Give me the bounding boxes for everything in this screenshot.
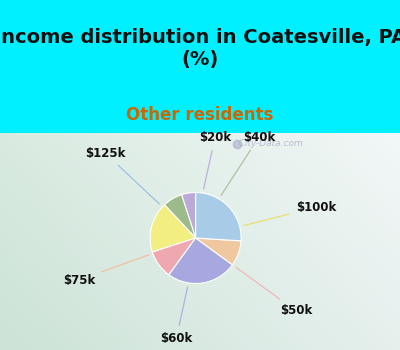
Wedge shape — [169, 238, 232, 284]
Wedge shape — [150, 205, 196, 252]
Text: $20k: $20k — [199, 131, 231, 189]
Text: $75k: $75k — [63, 255, 149, 287]
Text: $40k: $40k — [221, 131, 275, 195]
Text: $60k: $60k — [160, 287, 192, 345]
Wedge shape — [152, 238, 196, 275]
Wedge shape — [196, 238, 241, 265]
Text: Income distribution in Coatesville, PA
(%): Income distribution in Coatesville, PA (… — [0, 28, 400, 69]
Text: Other residents: Other residents — [126, 106, 274, 124]
Text: $125k: $125k — [85, 147, 160, 204]
Wedge shape — [182, 193, 196, 238]
Text: City-Data.com: City-Data.com — [233, 139, 303, 148]
Wedge shape — [164, 195, 196, 238]
Wedge shape — [196, 193, 241, 241]
Text: $100k: $100k — [244, 201, 336, 226]
Text: $50k: $50k — [236, 267, 312, 317]
